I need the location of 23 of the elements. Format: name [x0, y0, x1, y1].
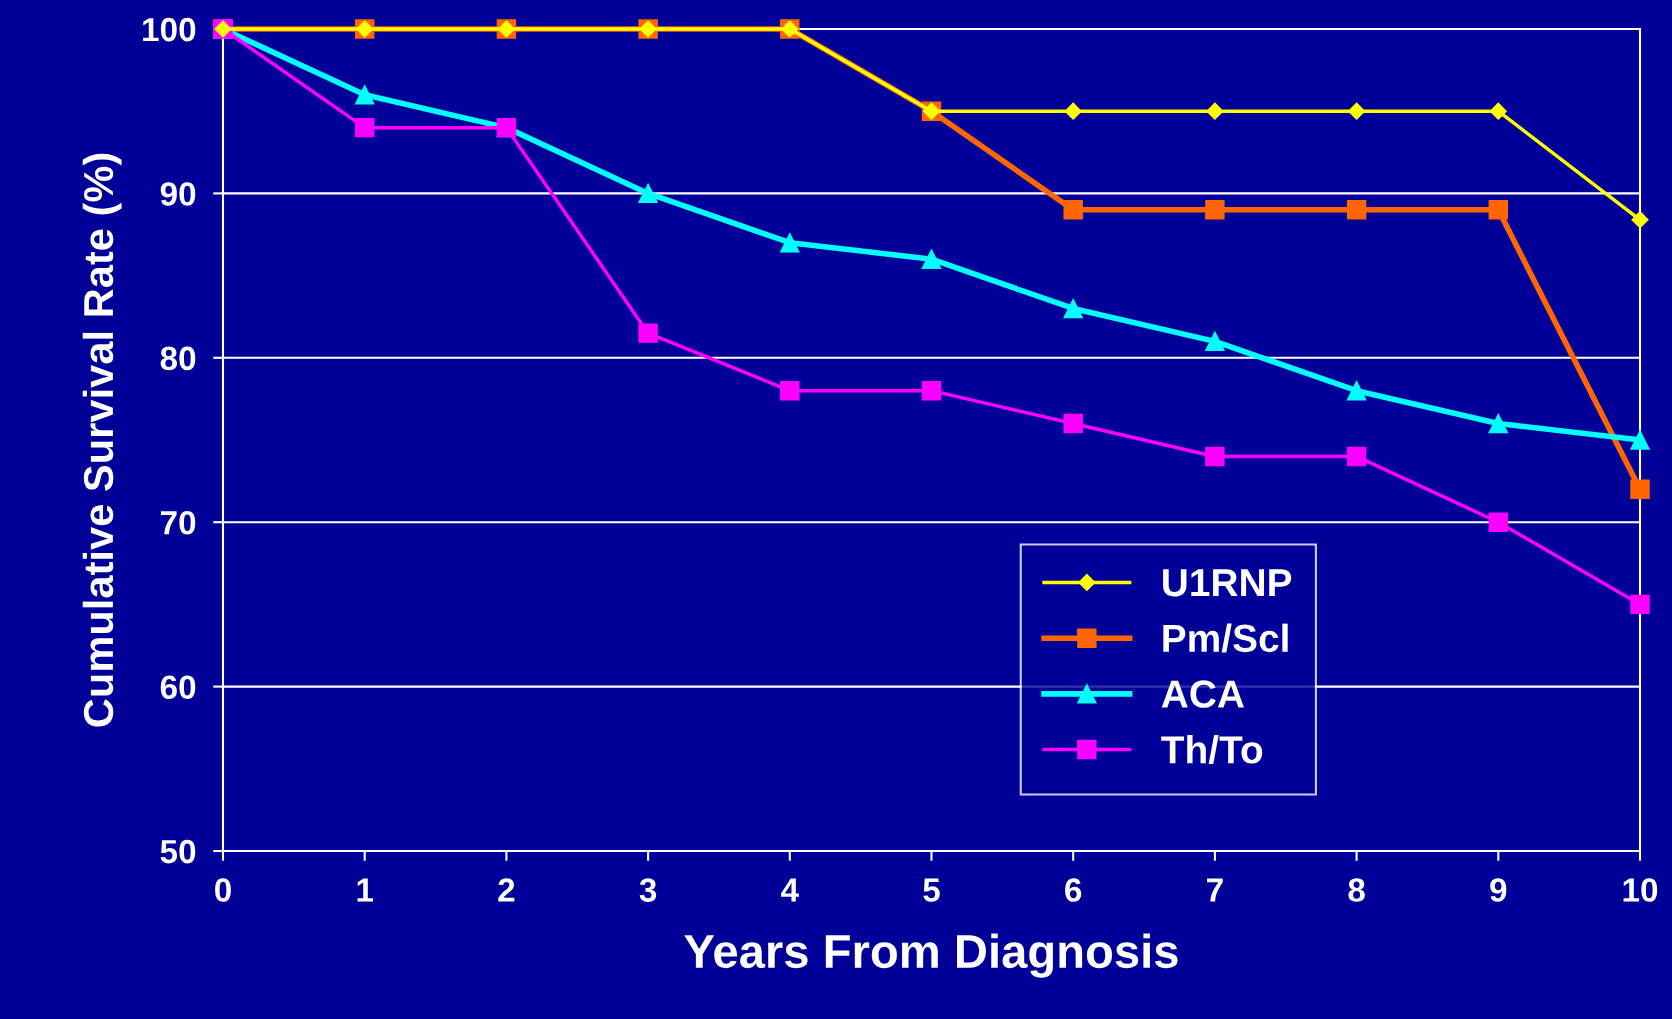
legend-label: U1RNP: [1163, 569, 1292, 597]
x-tick-label: 7: [1207, 878, 1223, 902]
y-tick-label: 60: [160, 675, 196, 700]
x-tick-label: 2: [498, 878, 515, 902]
x-tick-label: 0: [215, 878, 231, 902]
x-tick-label: 10: [1623, 878, 1658, 902]
legend-label: ACA: [1161, 680, 1244, 708]
legend-label: Th/To: [1161, 734, 1263, 764]
y-tick-label: 80: [160, 346, 196, 371]
y-tick-label: 90: [160, 182, 196, 206]
x-axis-title: Years From Diagnosis: [684, 933, 1178, 978]
x-tick-label: 3: [639, 878, 657, 902]
y-axis-title: Cumulative Survival Rate (%): [82, 153, 122, 727]
y-tick-label: 100: [143, 17, 196, 42]
y-tick-label: 70: [160, 511, 196, 535]
x-tick-label: 5: [923, 878, 940, 902]
x-tick-label: 8: [1348, 878, 1365, 902]
x-tick-label: 1: [357, 878, 374, 902]
y-tick-label: 50: [160, 839, 196, 864]
x-tick-label: 4: [781, 878, 799, 902]
x-tick-label: 6: [1065, 878, 1082, 902]
legend-label: Pm/Scl: [1163, 623, 1288, 653]
x-tick-label: 9: [1490, 878, 1507, 902]
